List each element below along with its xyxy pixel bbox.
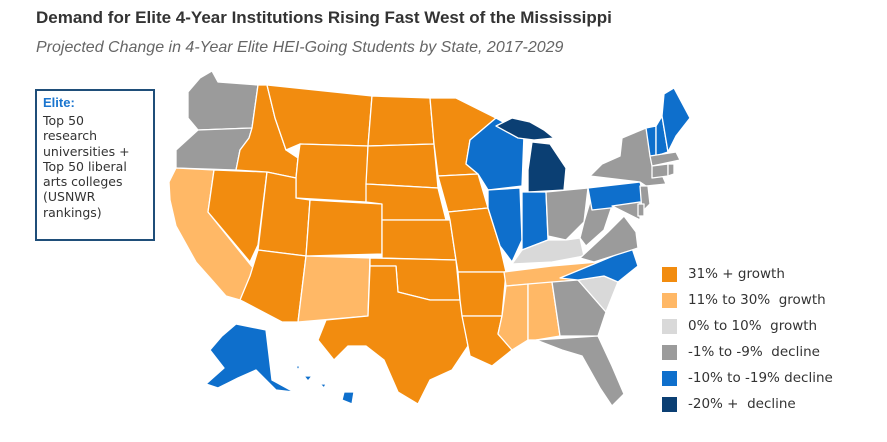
legend-item-0-10: 0% to 10% growth [662,313,882,339]
legend-label: 0% to 10% growth [688,318,818,334]
state-alabama [527,281,561,341]
state-georgia [551,279,607,337]
legend-item-minus-1-9: -1% to -9% decline [662,339,882,365]
state-massachusetts [649,151,681,167]
state-iowa [437,173,489,213]
state-delaware [637,203,645,217]
state-illinois [487,187,523,263]
state-north-dakota [367,95,435,147]
legend-item-31-plus: 31% + growth [662,261,882,287]
state-texas [317,265,469,405]
state-michigan [527,141,567,193]
legend-swatch [662,318,677,334]
state-wisconsin [465,117,525,191]
legend-label: 31% + growth [688,266,785,282]
state-michigan-up [495,117,555,141]
legend-swatch [662,370,677,386]
state-north-carolina [559,247,639,283]
chart-title: Demand for Elite 4-Year Institutions Ris… [36,8,612,27]
state-south-dakota [365,143,439,189]
state-kansas [381,219,457,261]
state-ohio [545,187,589,241]
state-montana [266,84,373,151]
state-arkansas [457,271,507,317]
legend-label: 11% to 30% growth [688,292,826,308]
state-washington [187,70,259,131]
state-kentucky [511,237,585,265]
legend-label: -1% to -9% decline [688,344,820,360]
elite-definition-box: Elite: Top 50 research universities + To… [35,89,155,241]
state-maryland [611,201,641,221]
legend-swatch [662,292,677,308]
legend-swatch [662,396,677,412]
legend-item-minus-10-19: -10% to -19% decline [662,365,882,391]
state-connecticut [651,163,669,179]
elite-description: Top 50 research universities + Top 50 li… [43,113,130,220]
legend-swatch [662,344,677,360]
state-virginia [579,215,639,263]
state-wyoming [295,143,369,203]
legend-label: -20% + decline [688,396,796,412]
legend: 31% + growth 11% to 30% growth 0% to 10%… [662,261,882,417]
state-new-mexico [297,255,371,323]
legend-label: -10% to -19% decline [688,370,833,386]
legend-swatch [662,266,677,282]
state-alaska [205,323,295,393]
state-colorado [305,199,383,257]
state-rhode-island [667,163,675,177]
legend-item-minus-20-plus: -20% + decline [662,391,882,417]
legend-item-11-30: 11% to 30% growth [662,287,882,313]
state-florida [535,335,625,407]
elite-heading: Elite: [43,95,75,110]
chart-subtitle: Projected Change in 4-Year Elite HEI-Goi… [36,39,564,56]
state-hawaii [295,365,355,405]
state-maine [661,87,691,153]
